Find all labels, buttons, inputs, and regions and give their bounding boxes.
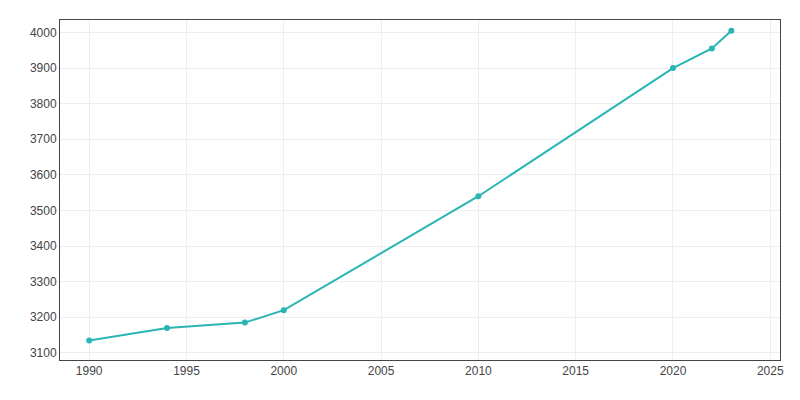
svg-text:1995: 1995	[173, 364, 200, 378]
svg-text:4000: 4000	[30, 26, 57, 40]
svg-text:2010: 2010	[465, 364, 492, 378]
svg-text:2015: 2015	[562, 364, 589, 378]
svg-text:3400: 3400	[30, 239, 57, 253]
svg-text:3600: 3600	[30, 168, 57, 182]
svg-text:2020: 2020	[660, 364, 687, 378]
svg-text:3500: 3500	[30, 204, 57, 218]
svg-text:3900: 3900	[30, 61, 57, 75]
svg-text:2025: 2025	[757, 364, 784, 378]
svg-text:3200: 3200	[30, 310, 57, 324]
svg-text:3700: 3700	[30, 132, 57, 146]
svg-text:3800: 3800	[30, 97, 57, 111]
svg-text:3300: 3300	[30, 275, 57, 289]
svg-text:3100: 3100	[30, 346, 57, 360]
svg-text:2000: 2000	[270, 364, 297, 378]
svg-text:2005: 2005	[368, 364, 395, 378]
svg-text:1990: 1990	[76, 364, 103, 378]
